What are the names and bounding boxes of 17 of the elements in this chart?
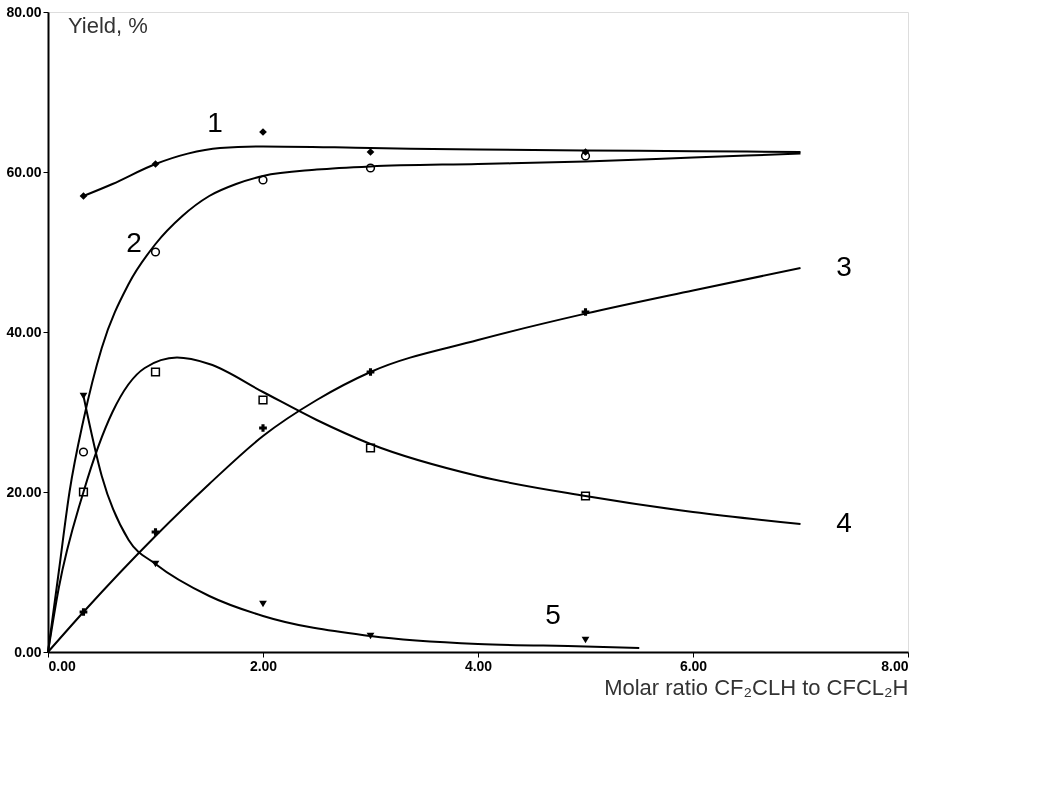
y-tick-label: 80.00 — [6, 3, 42, 20]
y-axis-title: Yield, % — [68, 13, 148, 38]
x-tick-label: 4.00 — [464, 657, 493, 674]
x-tick-label: 2.00 — [249, 657, 278, 674]
annotation: 2 — [126, 227, 142, 258]
x-tick-label: 8.00 — [881, 657, 909, 674]
annotation: 1 — [207, 107, 223, 138]
y-tick-label: 20.00 — [6, 483, 42, 500]
y-tick-label: 0.00 — [14, 643, 42, 660]
annotation: 5 — [545, 599, 561, 630]
annotation: 3 — [836, 251, 852, 282]
x-tick-label: 0.00 — [48, 657, 76, 674]
x-axis-title: Molar ratio CF₂CLH to CFCL₂H — [604, 674, 909, 700]
x-tick-label: 6.00 — [679, 657, 708, 674]
y-tick-label: 40.00 — [6, 323, 42, 340]
annotation: 4 — [836, 507, 852, 538]
y-tick-label: 60.00 — [6, 163, 42, 180]
